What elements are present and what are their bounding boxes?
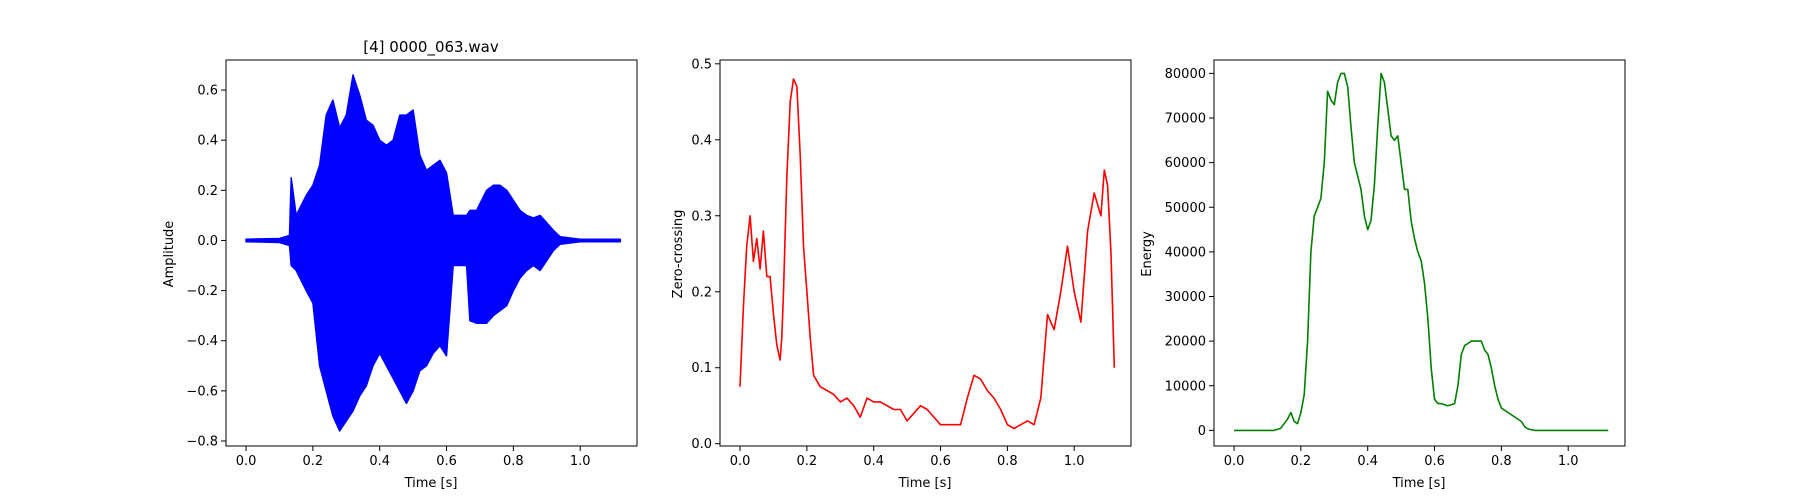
amplitude-series-layer [245,74,622,432]
x-tick-label: 0.8 [503,454,524,469]
zero-crossing-axes-frame [719,59,1132,447]
y-tick-label: −0.4 [186,334,218,349]
y-tick-label: 70000 [1165,112,1206,127]
x-tick-label: 0.6 [1424,454,1445,469]
y-tick-label: 40000 [1165,245,1206,260]
energy-axes-frame [1213,59,1626,447]
x-tick-label: 1.0 [570,454,591,469]
chart-title: [4] 0000_063.wav [363,38,499,57]
x-tick-label: 0.8 [1491,454,1512,469]
y-tick-label: −0.8 [186,434,218,449]
y-tick-label: 60000 [1165,156,1206,171]
y-tick-label: 20000 [1165,335,1206,350]
chart-amplitude: [4] 0000_063.wav 0.0 0.2 0.4 0.6 0.8 1.0 −0.8 −… [162,38,638,491]
y-axis-label: Energy [1140,231,1155,277]
y-tick-label: 0.5 [691,57,712,72]
y-tick-label: 30000 [1165,290,1206,305]
waveform-envelope [245,74,622,432]
x-tick-label: 0.2 [303,454,324,469]
x-tick-label: 0.8 [997,454,1018,469]
y-tick-label: 0.2 [691,285,712,300]
y-tick-label: 0.4 [197,134,218,149]
x-tick-label: 1.0 [1558,454,1579,469]
y-axis-label: Zero-crossing [671,210,686,299]
y-tick-label: 80000 [1165,67,1206,82]
x-tick-label: 0.4 [369,454,390,469]
series-line [739,78,1116,430]
x-tick-label: 1.0 [1064,454,1085,469]
x-tick-label: 0.2 [1291,454,1312,469]
y-tick-label: 0 [1198,424,1206,439]
x-axis-label: Time [s] [1392,476,1446,491]
x-tick-label: 0.0 [730,454,751,469]
y-tick-label: 10000 [1165,379,1206,394]
zero-crossing-ticks-layer: 0.0 0.2 0.4 0.6 0.8 1.0 0.0 0.1 0.2 0.3 0.4 0.5 [691,57,1084,469]
x-axis-label: Time [s] [404,476,458,491]
y-tick-label: 0.0 [691,437,712,452]
y-tick-label: 0.1 [691,361,712,376]
y-tick-label: −0.6 [186,384,218,399]
x-tick-label: 0.4 [863,454,884,469]
y-tick-label: 0.6 [197,84,218,99]
zero-crossing-series-layer [739,78,1116,430]
y-tick-label: 0.0 [197,234,218,249]
y-tick-label: 0.4 [691,133,712,148]
x-tick-label: 0.4 [1357,454,1378,469]
chart-energy: 0.0 0.2 0.4 0.6 0.8 1.0 0 10000 20000 30000 40000 5… [1140,59,1626,491]
series-line [1234,72,1609,432]
energy-ticks-layer: 0.0 0.2 0.4 0.6 0.8 1.0 0 10000 20000 30000 40000 5… [1165,67,1579,469]
y-tick-label: 0.3 [691,209,712,224]
x-tick-label: 0.2 [797,454,818,469]
x-tick-label: 0.0 [236,454,257,469]
x-tick-label: 0.0 [1224,454,1245,469]
y-axis-label: Amplitude [162,221,177,288]
y-tick-label: 0.2 [197,184,218,199]
y-tick-label: −0.2 [186,284,218,299]
x-axis-label: Time [s] [898,476,952,491]
x-tick-label: 0.6 [436,454,457,469]
amplitude-ticks-layer: 0.0 0.2 0.4 0.6 0.8 1.0 −0.8 −0.6 −0.4 −0.2 0.0 0.2… [186,84,590,469]
x-tick-label: 0.6 [930,454,951,469]
energy-series-layer [1234,72,1609,432]
y-tick-label: 50000 [1165,201,1206,216]
chart-zero-crossing: 0.0 0.2 0.4 0.6 0.8 1.0 0.0 0.1 0.2 0.3 0.4 0.5 Tim… [671,57,1132,491]
amplitude-axes-frame [225,59,638,447]
